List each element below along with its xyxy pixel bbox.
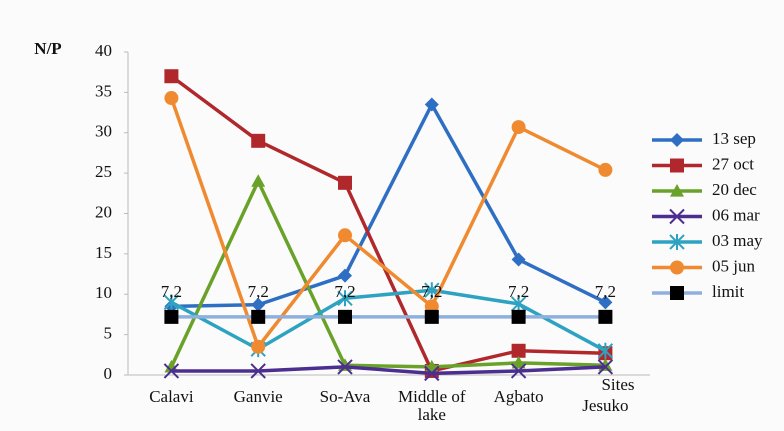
legend-label: 27 oct bbox=[712, 154, 754, 173]
data-point bbox=[510, 295, 527, 312]
y-tick-label: 5 bbox=[104, 324, 113, 343]
data-point bbox=[511, 355, 526, 369]
data-point bbox=[251, 174, 266, 187]
data-point bbox=[510, 363, 527, 379]
series-line bbox=[170, 74, 606, 373]
x-axis-label: Sites bbox=[601, 375, 634, 394]
data-point bbox=[163, 294, 180, 311]
data-label: 7,2 bbox=[508, 282, 529, 301]
data-point bbox=[164, 309, 179, 324]
data-point bbox=[164, 69, 179, 84]
y-tick-label: 0 bbox=[104, 364, 113, 383]
data-point bbox=[163, 363, 180, 379]
data-point bbox=[424, 97, 439, 112]
data-point bbox=[337, 359, 353, 375]
y-tick-label: 10 bbox=[95, 283, 112, 302]
data-point bbox=[251, 339, 266, 354]
legend-marker bbox=[670, 286, 684, 300]
y-tick-label: 40 bbox=[95, 41, 112, 60]
data-point bbox=[597, 359, 614, 375]
data-point bbox=[251, 309, 266, 324]
data-point bbox=[511, 120, 526, 135]
data-point bbox=[250, 363, 266, 379]
x-tick-label: So-Ava bbox=[319, 387, 371, 406]
series-line bbox=[171, 365, 606, 376]
legend-marker bbox=[670, 184, 684, 197]
y-tick-label: 35 bbox=[95, 81, 112, 100]
data-label: 7,2 bbox=[248, 282, 269, 301]
legend-label: 06 mar bbox=[712, 205, 760, 224]
series-line bbox=[169, 97, 607, 349]
data-point bbox=[251, 133, 266, 148]
y-tick-label: 30 bbox=[95, 122, 112, 141]
y-tick-label: 15 bbox=[95, 243, 112, 262]
data-point bbox=[511, 343, 526, 358]
data-point bbox=[598, 309, 613, 324]
data-point bbox=[597, 342, 614, 359]
data-point bbox=[424, 365, 440, 382]
x-tick-label: Calavi bbox=[149, 387, 194, 406]
legend-marker bbox=[669, 234, 685, 250]
data-point bbox=[338, 228, 352, 243]
data-label: 7,2 bbox=[421, 282, 442, 301]
data-point bbox=[598, 295, 613, 310]
data-point bbox=[338, 268, 352, 283]
legend-marker bbox=[670, 158, 684, 173]
legend-label: 05 jun bbox=[712, 256, 755, 275]
data-point bbox=[338, 175, 352, 190]
legend-label: limit bbox=[712, 282, 744, 301]
data-point bbox=[337, 290, 353, 307]
legend-marker bbox=[670, 260, 684, 275]
data-label: 7,2 bbox=[161, 282, 182, 301]
data-point bbox=[424, 309, 439, 324]
legend-label: 20 dec bbox=[712, 180, 757, 199]
data-label: 7,2 bbox=[334, 282, 355, 301]
data-point bbox=[251, 297, 266, 312]
data-label: 7,2 bbox=[595, 282, 616, 301]
legend-label: 03 may bbox=[712, 231, 763, 250]
y-tick-label: 20 bbox=[95, 202, 112, 221]
x-tick-label: Jesuko bbox=[582, 396, 629, 415]
legend-label: 13 sep bbox=[712, 129, 756, 148]
y-axis-label: N/P bbox=[34, 39, 61, 58]
x-tick-label: Middle of lake bbox=[398, 387, 466, 424]
y-tick-label: 25 bbox=[95, 162, 112, 181]
x-tick-label: Ganvie bbox=[233, 387, 283, 406]
series-line bbox=[170, 288, 607, 353]
series-line bbox=[169, 179, 606, 369]
data-point bbox=[511, 309, 526, 324]
data-point bbox=[511, 252, 526, 267]
legend-marker bbox=[669, 208, 685, 225]
data-point bbox=[338, 309, 352, 324]
data-point bbox=[164, 91, 179, 106]
x-tick-label: Agbato bbox=[493, 387, 544, 406]
data-point bbox=[598, 162, 613, 177]
legend-marker bbox=[670, 133, 684, 147]
